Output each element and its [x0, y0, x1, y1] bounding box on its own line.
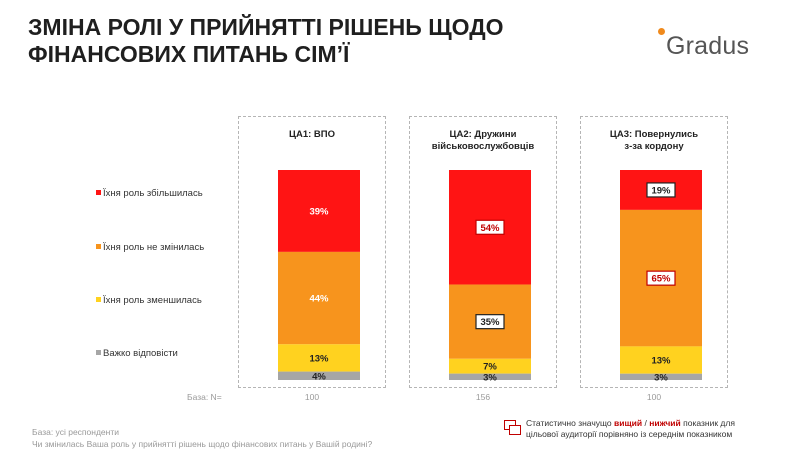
significance-legend: Статистично значущо вищий / нижчий показ…: [504, 418, 784, 442]
significance-text: Статистично значущо вищий / нижчий показ…: [526, 418, 735, 440]
bar-ca3-hard: [620, 373, 702, 380]
label-ca2-hard: 3%: [483, 372, 497, 383]
base-value-ca2: 156: [475, 392, 491, 402]
base-value-ca3: 100: [646, 392, 662, 402]
logo-text: Gradus: [666, 32, 750, 60]
base-label: База: N=: [187, 392, 222, 402]
significance-line-1: Статистично значущо вищий / нижчий показ…: [526, 418, 735, 429]
logo-dot-icon: [658, 28, 665, 35]
panel-title-ca3: ЦА3: Повернулись з-за кордону: [581, 129, 727, 153]
legend-item-unchanged: Їхня роль не змінилась: [96, 242, 204, 253]
label-ca3-unchanged: 65%: [651, 274, 671, 285]
bar-ca2-decreased: [449, 358, 531, 374]
label-ca2-increased: 54%: [480, 223, 500, 234]
footnote-question: Чи змінилась Ваша роль у прийнятті рішен…: [32, 439, 373, 449]
legend-swatch-unchanged: [96, 244, 101, 249]
bar-ca3-decreased: [620, 346, 702, 374]
panel-ca2: ЦА2: Дружини військовослужбовців: [409, 116, 557, 388]
label-ca3-increased: 19%: [651, 185, 671, 196]
sig-box-ca2-increased: [475, 219, 505, 235]
sig-box-ca2-unchanged: [475, 314, 505, 330]
sig-sep: /: [642, 418, 650, 428]
legend-item-hard: Важко відповісти: [96, 348, 178, 359]
significance-icon: [504, 420, 521, 435]
sig-box-ca3-increased: [646, 182, 676, 198]
page-title: ЗМІНА РОЛІ У ПРИЙНЯТТІ РІШЕНЬ ЩОДО ФІНАН…: [28, 14, 588, 68]
bar-ca1-decreased: [278, 344, 360, 372]
legend-label-increased: Їхня роль збільшилась: [103, 188, 203, 199]
panel-title-ca1-line-1: ЦА1: ВПО: [289, 129, 335, 140]
legend-item-increased: Їхня роль збільшилась: [96, 188, 203, 199]
panel-title-ca3-line-2: з-за кордону: [624, 141, 684, 152]
panel-title-ca2-line-2: військовослужбовців: [431, 141, 535, 152]
panel-title-ca3-line-1: ЦА3: Повернулись: [609, 129, 699, 140]
label-ca3-decreased: 13%: [651, 356, 671, 367]
panel-ca3: ЦА3: Повернулись з-за кордону: [580, 116, 728, 388]
sig-suffix: показник для: [680, 418, 735, 428]
panel-title-ca1: ЦА1: ВПО: [239, 129, 385, 141]
legend-label-decreased: Їхня роль зменшилась: [103, 295, 202, 306]
sig-prefix: Статистично значущо: [526, 418, 615, 428]
significance-line-2: цільової аудиторії порівняно із середнім…: [526, 429, 733, 439]
legend-swatch-increased: [96, 190, 101, 195]
bar-ca2-hard: [449, 373, 531, 380]
label-ca1-unchanged: 44%: [309, 294, 329, 305]
bar-ca1-unchanged: [278, 251, 360, 345]
sig-box-ca3-unchanged: [646, 270, 676, 286]
chart-legend: Їхня роль збільшилась Їхня роль не зміни…: [96, 180, 246, 380]
label-ca2-decreased: 7%: [483, 362, 497, 373]
legend-item-decreased: Їхня роль зменшилась: [96, 295, 202, 306]
title-line-1: ЗМІНА РОЛІ У ПРИЙНЯТТІ РІШЕНЬ ЩОДО: [28, 14, 504, 40]
panel-title-ca2-line-1: ЦА2: Дружини: [449, 129, 517, 140]
sig-lower: нижчий: [649, 418, 681, 428]
panel-title-ca2: ЦА2: Дружини військовослужбовців: [410, 129, 556, 153]
label-ca3-hard: 3%: [654, 372, 668, 383]
legend-swatch-decreased: [96, 297, 101, 302]
gradus-logo: Gradus: [656, 28, 772, 66]
panel-ca1: ЦА1: ВПО: [238, 116, 386, 388]
label-ca1-increased: 39%: [309, 206, 329, 217]
legend-label-unchanged: Їхня роль не змінилась: [103, 242, 205, 253]
bar-ca1-hard: [278, 371, 360, 380]
legend-label-hard: Важко відповісти: [103, 348, 178, 359]
sig-higher: вищий: [614, 418, 643, 428]
legend-swatch-hard: [96, 350, 101, 355]
title-line-2: ФІНАНСОВИХ ПИТАНЬ СІМ’Ї: [28, 41, 350, 67]
label-ca1-decreased: 13%: [309, 353, 329, 364]
label-ca2-unchanged: 35%: [480, 317, 500, 328]
label-ca1-hard: 4%: [312, 371, 326, 382]
base-value-ca1: 100: [304, 392, 320, 402]
bar-ca1-increased: [278, 170, 360, 252]
footnote-base: База: усі респонденти: [32, 427, 119, 437]
